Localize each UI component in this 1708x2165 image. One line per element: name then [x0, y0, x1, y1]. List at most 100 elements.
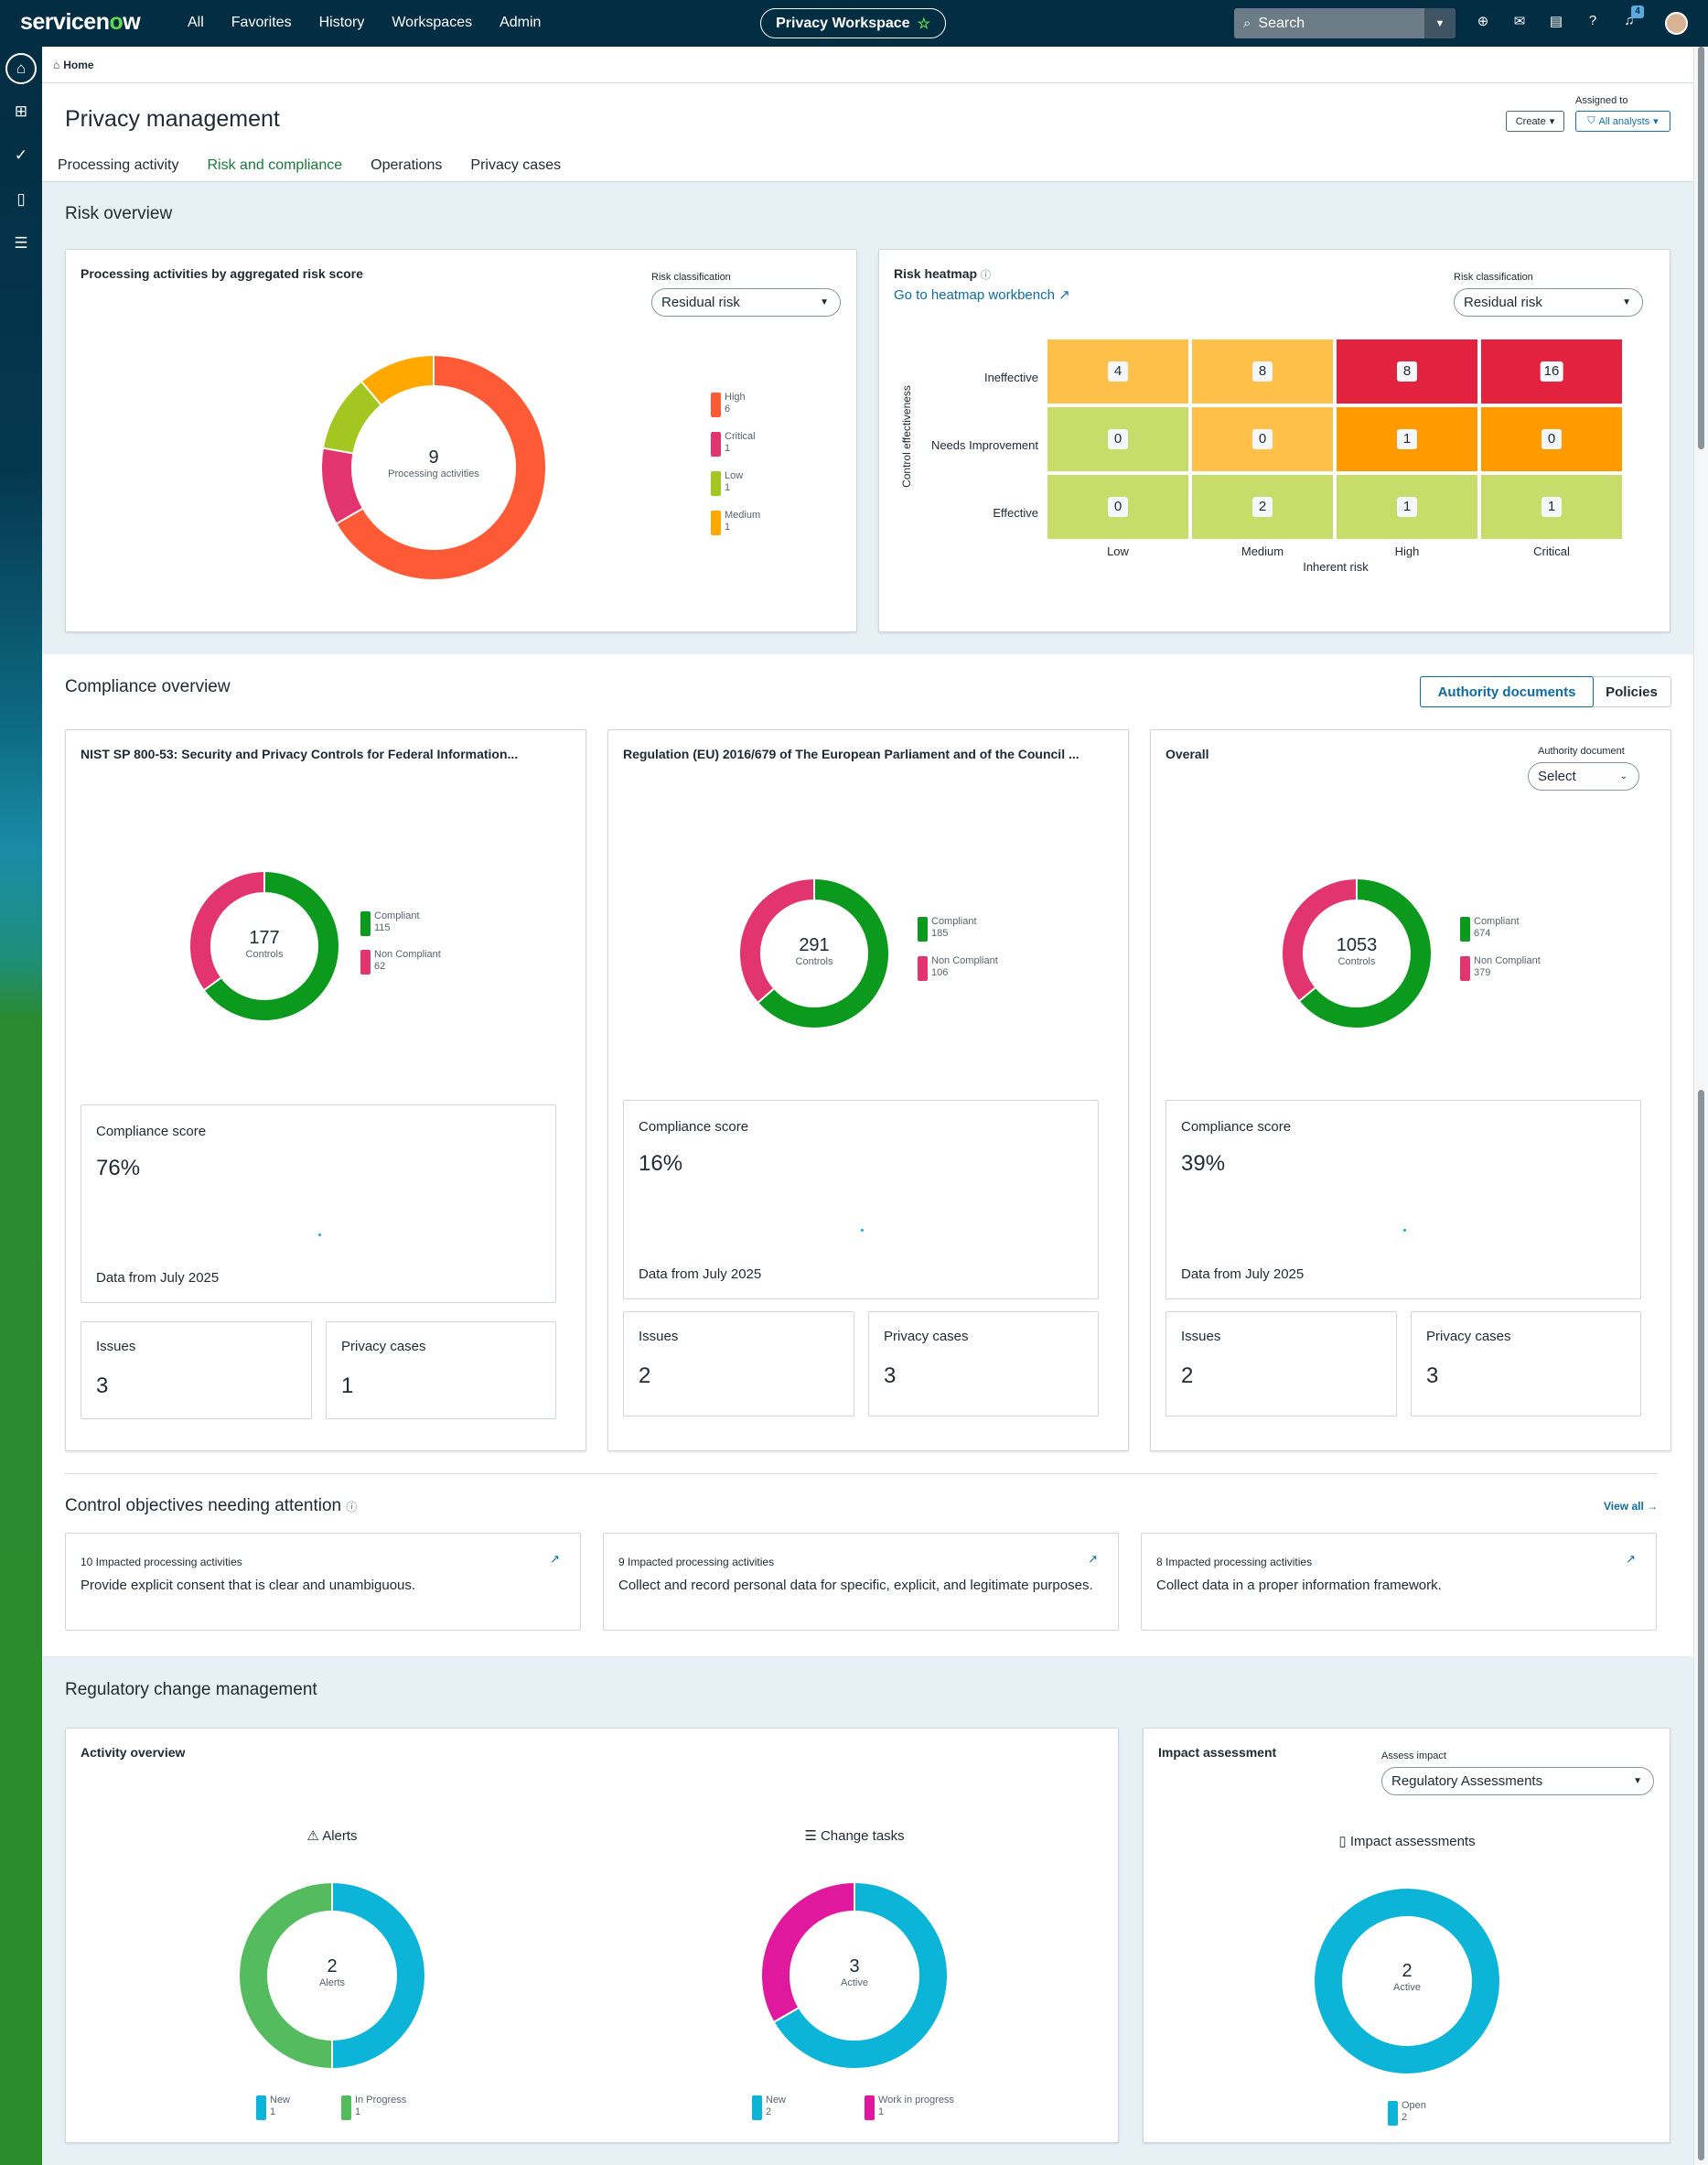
tasks-segment-new[interactable] [774, 1883, 947, 2068]
clipboard-icon[interactable]: ▯ [16, 190, 26, 208]
nav-admin[interactable]: Admin [500, 15, 542, 30]
servicenow-logo[interactable]: servicenow [20, 9, 141, 35]
user-avatar[interactable] [1665, 12, 1688, 35]
legend-item[interactable]: Non Compliant 106 [918, 955, 998, 981]
risk-segment-critical[interactable] [322, 447, 363, 523]
scrollbar-thumb[interactable] [1698, 47, 1704, 449]
external-link-icon[interactable]: ↗ [1626, 1552, 1636, 1566]
assigned-to-filter[interactable]: ⛉ All analysts ▾ [1575, 111, 1670, 132]
legend-item[interactable]: Non Compliant 62 [360, 949, 441, 975]
tab-operations[interactable]: Operations [371, 157, 443, 173]
view-all-link[interactable]: View all → [1604, 1500, 1658, 1513]
privacy-cases-card[interactable]: Privacy cases 1 [326, 1321, 556, 1419]
scrollbar-thumb-lower[interactable] [1698, 1090, 1704, 2160]
heatmap-cell[interactable]: 4 [1047, 339, 1189, 404]
tab-processing-activity[interactable]: Processing activity [58, 157, 179, 173]
risk-segment-low[interactable] [323, 382, 381, 454]
heatmap-cell[interactable]: 8 [1336, 339, 1478, 404]
legend-item[interactable]: Open 2 [1388, 2100, 1426, 2126]
alerts-segment-new[interactable] [331, 1883, 424, 2068]
create-button[interactable]: Create ▾ [1506, 111, 1564, 132]
nav-all[interactable]: All [188, 15, 204, 30]
heatmap-cell[interactable]: 0 [1191, 406, 1334, 472]
risk-classification-select[interactable]: Residual risk ▼ [651, 288, 841, 317]
help-icon[interactable]: ? [1588, 13, 1597, 28]
compliance-score-card[interactable]: Compliance score 39% Data from July 2025 [1166, 1100, 1641, 1299]
compliance-segment-non-compliant[interactable] [1283, 879, 1358, 1001]
legend-item[interactable]: Low 1 [711, 470, 743, 496]
impact-segment-open[interactable] [1315, 1889, 1499, 2073]
legend-item[interactable]: New 1 [256, 2095, 290, 2120]
tasks-segment-work-in-progress[interactable] [762, 1883, 855, 2022]
legend-item[interactable]: New 2 [752, 2095, 786, 2120]
legend-item[interactable]: Compliant 185 [918, 916, 977, 942]
privacy-cases-card[interactable]: Privacy cases 3 [868, 1311, 1099, 1416]
legend-item[interactable]: Medium 1 [711, 510, 760, 535]
nav-workspaces[interactable]: Workspaces [392, 15, 473, 30]
authority-documents-toggle[interactable]: Authority documents [1420, 676, 1594, 707]
risk-segment-medium[interactable] [361, 356, 435, 405]
globe-icon[interactable]: ⊕ [1477, 14, 1489, 29]
issues-card[interactable]: Issues 2 [1166, 1311, 1397, 1416]
heatmap-workbench-link[interactable]: Go to heatmap workbench ↗ [894, 286, 1070, 303]
heatmap-cell[interactable]: 0 [1047, 474, 1189, 540]
compliance-score-card[interactable]: Compliance score 76% Data from July 2025 [81, 1104, 556, 1303]
legend-item[interactable]: Compliant 674 [1460, 916, 1520, 942]
heatmap-cell[interactable]: 1 [1336, 474, 1478, 540]
page-scrollbar[interactable] [1693, 47, 1708, 2165]
inbox-icon[interactable]: ▤ [1549, 14, 1563, 29]
info-icon[interactable]: ⓘ [980, 270, 991, 281]
bell-icon[interactable]: ♫ [1624, 13, 1635, 28]
legend-item[interactable]: Non Compliant 379 [1460, 955, 1541, 981]
risk-segment-high[interactable] [337, 356, 545, 579]
control-objective-card[interactable]: 9 Impacted processing activities Collect… [603, 1533, 1119, 1631]
chat-icon[interactable]: ✉ [1513, 14, 1526, 29]
control-objectives-title: Control objectives needing attention ⓘ [65, 1496, 357, 1516]
risk-heatmap-title-text: Risk heatmap [894, 266, 978, 281]
legend-item[interactable]: Work in progress 1 [865, 2095, 954, 2120]
heatmap-classification-select[interactable]: Residual risk ▼ [1454, 288, 1643, 317]
nav-favorites[interactable]: Favorites [231, 15, 292, 30]
compliance-segment-compliant[interactable] [758, 879, 888, 1028]
compliance-score-card[interactable]: Compliance score 16% Data from July 2025 [623, 1100, 1099, 1299]
control-objective-card[interactable]: 10 Impacted processing activities Provid… [65, 1533, 581, 1631]
search-scope-dropdown[interactable]: ▼ [1424, 8, 1456, 38]
grid-icon[interactable]: ⊞ [14, 102, 28, 120]
heatmap-cell[interactable]: 16 [1480, 339, 1623, 404]
external-link-icon[interactable]: ↗ [550, 1552, 560, 1566]
tab-risk-and-compliance[interactable]: Risk and compliance [192, 154, 358, 185]
compliance-segment-non-compliant[interactable] [190, 872, 265, 990]
global-search[interactable]: ⌕ Search ▼ [1234, 8, 1456, 38]
compliance-segment-non-compliant[interactable] [740, 879, 815, 1003]
info-icon[interactable]: ⓘ [346, 1501, 358, 1513]
home-icon[interactable]: ⌂ [5, 53, 37, 84]
heatmap-cell[interactable]: 2 [1191, 474, 1334, 540]
compliance-segment-compliant[interactable] [1299, 879, 1431, 1028]
issues-card[interactable]: Issues 2 [623, 1311, 854, 1416]
tab-privacy-cases[interactable]: Privacy cases [470, 157, 562, 173]
alerts-segment-in-progress[interactable] [240, 1883, 333, 2068]
assess-impact-select[interactable]: Regulatory Assessments ▼ [1381, 1767, 1654, 1795]
breadcrumb-home[interactable]: Home [63, 58, 94, 71]
external-link-icon[interactable]: ↗ [1088, 1552, 1098, 1566]
heatmap-cell[interactable]: 8 [1191, 339, 1334, 404]
policies-toggle[interactable]: Policies [1606, 684, 1658, 700]
control-objective-card[interactable]: 8 Impacted processing activities Collect… [1141, 1533, 1657, 1631]
privacy-cases-card[interactable]: Privacy cases 3 [1411, 1311, 1641, 1416]
workspace-pill[interactable]: Privacy Workspace ☆ [760, 8, 946, 38]
issues-card[interactable]: Issues 3 [81, 1321, 312, 1419]
list-icon[interactable]: ☰ [14, 234, 28, 252]
legend-item[interactable]: High 6 [711, 392, 746, 417]
heatmap-cell[interactable]: 1 [1336, 406, 1478, 472]
heatmap-cell[interactable]: 1 [1480, 474, 1623, 540]
star-icon[interactable]: ☆ [917, 16, 930, 32]
heatmap-cell[interactable]: 0 [1480, 406, 1623, 472]
legend-item[interactable]: Critical 1 [711, 431, 756, 457]
compliance-segment-compliant[interactable] [204, 872, 338, 1020]
heatmap-cell[interactable]: 0 [1047, 406, 1189, 472]
check-circle-icon[interactable]: ✓ [14, 146, 28, 164]
authority-document-select[interactable]: Select ⌄ [1528, 762, 1639, 791]
legend-item[interactable]: In Progress 1 [341, 2095, 406, 2120]
legend-item[interactable]: Compliant 115 [360, 910, 420, 936]
nav-history[interactable]: History [318, 15, 365, 30]
